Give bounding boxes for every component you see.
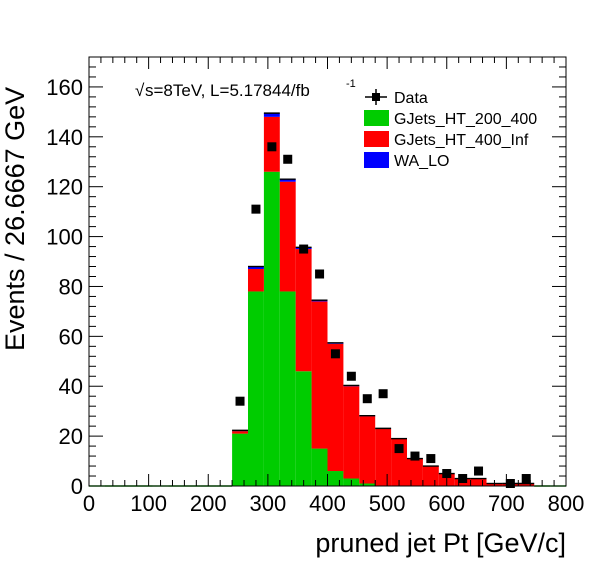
legend: Data GJets_HT_200_400 GJets_HT_400_Inf WA_L… xyxy=(364,89,537,170)
bar-GJets_HT_400_Inf-bin-24 xyxy=(470,478,487,486)
legend-label: GJets_HT_200_400 xyxy=(394,111,537,128)
y-tick-label: 100 xyxy=(46,225,83,250)
legend-entry: GJets_HT_400_Inf xyxy=(364,131,529,149)
data-point xyxy=(474,466,484,476)
data-point xyxy=(410,451,420,461)
y-tick-label: 0 xyxy=(71,474,83,499)
bar-GJets_HT_200_400-bin-12 xyxy=(279,291,296,486)
data-point xyxy=(458,474,468,484)
x-tick-label: 100 xyxy=(130,491,167,516)
x-tick-label: 600 xyxy=(428,491,465,516)
x-tick-label: 300 xyxy=(250,491,287,516)
legend-data-marker xyxy=(372,93,380,101)
data-point xyxy=(251,204,261,214)
y-tick-label: 20 xyxy=(59,424,83,449)
energy-luminosity-text: s=8TeV, L=5.17844/fb xyxy=(145,81,310,100)
y-tick-label: 40 xyxy=(59,374,83,399)
bar-GJets_HT_400_Inf-bin-16 xyxy=(343,386,360,479)
bar-WA_LO-bin-10 xyxy=(248,266,264,270)
y-axis-label: Events / 26.6667 GeV xyxy=(0,87,30,351)
data-point xyxy=(442,469,452,479)
histogram-bars xyxy=(89,112,566,487)
luminosity-superscript: -1 xyxy=(346,78,356,90)
bar-GJets_HT_200_400-bin-9 xyxy=(232,433,249,486)
y-tick-label: 160 xyxy=(46,75,83,100)
data-point xyxy=(346,371,356,381)
legend-swatch xyxy=(364,131,389,147)
data-point xyxy=(315,269,325,279)
x-tick-label: 500 xyxy=(369,491,406,516)
x-tick-label: 200 xyxy=(190,491,227,516)
legend-swatch xyxy=(364,110,389,126)
y-tick-label: 140 xyxy=(46,125,83,150)
sqrt-symbol: √ xyxy=(135,81,145,100)
data-point xyxy=(378,389,388,399)
data-point xyxy=(521,474,531,484)
bar-WA_LO-bin-12 xyxy=(279,179,296,182)
legend-label: WA_LO xyxy=(394,153,449,170)
legend-swatch xyxy=(364,152,389,168)
axes: 0 100 200 300 400 500 600 700 800 0 20 40 60 80 100 120… xyxy=(46,56,585,516)
legend-entry: GJets_HT_200_400 xyxy=(364,110,537,128)
data-point xyxy=(235,396,245,406)
legend-entry: WA_LO xyxy=(364,152,449,170)
data-point xyxy=(299,244,309,254)
bar-GJets_HT_400_Inf-bin-9 xyxy=(232,431,249,434)
bar-GJets_HT_400_Inf-bin-10 xyxy=(248,269,264,292)
x-tick-label: 400 xyxy=(309,491,346,516)
bar-GJets_HT_400_Inf-bin-17 xyxy=(359,416,376,484)
bar-GJets_HT_400_Inf-bin-15 xyxy=(327,343,344,472)
legend-entry: Data xyxy=(365,89,428,107)
bar-GJets_HT_200_400-bin-13 xyxy=(295,371,312,486)
data-point xyxy=(362,394,372,404)
legend-label: Data xyxy=(394,90,428,107)
bar-GJets_HT_200_400-bin-15 xyxy=(327,471,344,486)
bar-GJets_HT_200_400-bin-14 xyxy=(311,448,328,486)
data-point xyxy=(267,142,277,152)
x-tick-label: 0 xyxy=(83,491,95,516)
bar-GJets_HT_200_400-bin-10 xyxy=(248,291,264,486)
y-tick-label: 80 xyxy=(59,274,83,299)
bar-GJets_HT_400_Inf-bin-21 xyxy=(422,466,439,486)
y-tick-label: 60 xyxy=(59,324,83,349)
data-point xyxy=(330,349,340,359)
bar-GJets_HT_400_Inf-bin-20 xyxy=(406,458,423,486)
data-point xyxy=(505,479,515,489)
bar-GJets_HT_200_400-bin-11 xyxy=(263,171,280,487)
bar-GJets_HT_400_Inf-bin-27 xyxy=(518,483,535,486)
bar-GJets_HT_400_Inf-bin-18 xyxy=(375,428,392,486)
data-point xyxy=(283,154,293,164)
data-point xyxy=(426,454,436,464)
legend-label: GJets_HT_400_Inf xyxy=(394,132,529,149)
bar-GJets_HT_200_400-bin-17 xyxy=(359,483,376,486)
x-tick-label: 800 xyxy=(548,491,585,516)
y-tick-label: 120 xyxy=(46,175,83,200)
bar-WA_LO-bin-11 xyxy=(263,113,280,117)
x-axis-label: pruned jet Pt [GeV/c] xyxy=(315,528,566,558)
energy-luminosity-annotation: √ s=8TeV, L=5.17844/fb -1 xyxy=(135,78,356,100)
x-tick-label: 700 xyxy=(488,491,525,516)
bar-GJets_HT_400_Inf-bin-13 xyxy=(295,249,312,372)
bar-GJets_HT_400_Inf-bin-12 xyxy=(279,181,296,292)
data-points xyxy=(235,142,531,489)
bar-GJets_HT_400_Inf-bin-14 xyxy=(311,301,328,449)
data-point xyxy=(394,444,404,454)
